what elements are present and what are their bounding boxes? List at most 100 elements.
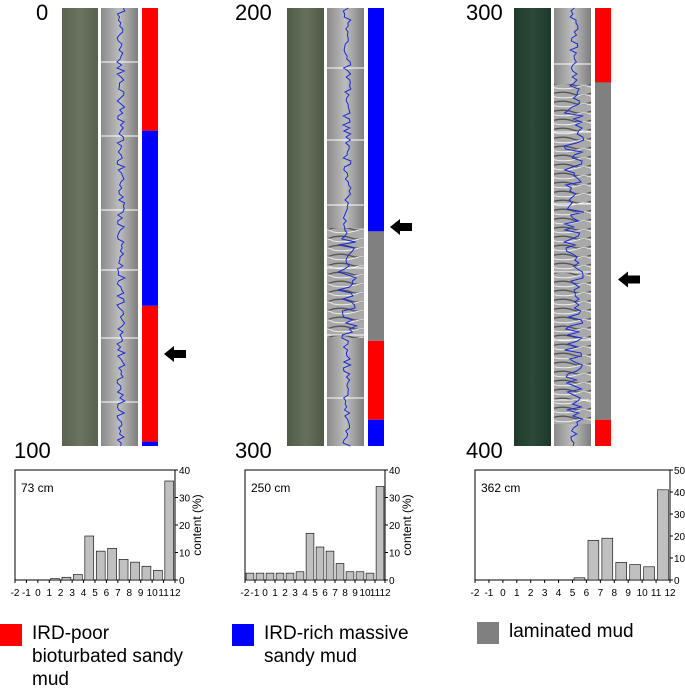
core-3-xray-segments <box>554 63 591 401</box>
y-tick-label: 30 <box>674 510 685 521</box>
x-tick-label: 9 <box>625 588 631 599</box>
bar-1 <box>50 578 60 581</box>
core-2-unit-ird-rich <box>368 419 384 446</box>
core-1 <box>62 7 186 447</box>
bar-9 <box>629 564 641 581</box>
y-axis-label: content (%) <box>400 494 414 555</box>
x-tick-label: -1 <box>484 588 493 599</box>
y-tick-label: 0 <box>179 576 185 587</box>
core-1-top-label: 0 <box>36 0 48 25</box>
bar-11 <box>375 486 385 581</box>
core-1-xray-segments <box>101 61 138 403</box>
core-2-unit-laminated <box>368 231 384 341</box>
core-3-lithology-column <box>595 8 611 446</box>
legend-laminated: laminated mud <box>477 620 679 644</box>
x-tick-label: 0 <box>500 588 506 599</box>
x-tick-label: 6 <box>584 588 590 599</box>
chart-title: 250 cm <box>251 481 290 495</box>
x-tick-label: 12 <box>664 588 676 599</box>
core-figure: 0 100 200 300 300 400 <box>11 0 685 599</box>
y-tick-label: 30 <box>389 494 401 505</box>
x-tick-label: 4 <box>302 588 308 599</box>
chart-title: 362 cm <box>481 481 520 495</box>
core-2-xray <box>327 8 364 446</box>
x-tick-label: 3 <box>542 588 548 599</box>
core-3-unit-laminated <box>595 82 611 420</box>
y-axis-label: content (%) <box>190 494 204 555</box>
x-tick-label: 1 <box>272 588 278 599</box>
x-tick-label: 3 <box>69 588 75 599</box>
core-3-grain-trace <box>562 7 585 447</box>
bar-0 <box>265 572 275 581</box>
y-tick-label: 10 <box>389 549 401 560</box>
x-tick-label: 10 <box>637 588 649 599</box>
bar-10 <box>365 572 375 581</box>
y-tick-label: 10 <box>179 549 191 560</box>
bar-1 <box>275 572 285 581</box>
bar-7 <box>601 537 614 581</box>
x-tick-label: 2 <box>58 588 64 599</box>
y-tick-label: 40 <box>389 466 401 477</box>
core-2 <box>287 7 412 447</box>
x-tick-label: 9 <box>138 588 144 599</box>
core-2-bottom-label: 300 <box>235 438 272 463</box>
core-1-bottom-label: 100 <box>14 438 51 463</box>
core-1-unit-ird-poor <box>142 8 158 131</box>
x-tick-label: 7 <box>332 588 338 599</box>
core-3-photo <box>514 8 551 446</box>
bar-7 <box>118 559 129 581</box>
bar-11 <box>164 480 175 581</box>
core-3 <box>514 7 640 447</box>
x-tick-label: 8 <box>127 588 133 599</box>
core-2-unit-ird-poor <box>368 340 384 420</box>
x-tick-label: 0 <box>35 588 41 599</box>
core-2-xray-segments <box>327 67 364 399</box>
x-tick-label: 5 <box>312 588 318 599</box>
legend-laminated-swatch <box>477 622 499 644</box>
bar-5 <box>315 546 325 581</box>
bar-8 <box>345 571 355 581</box>
x-tick-label: 10 <box>147 588 159 599</box>
bar-8 <box>130 561 140 581</box>
bar-7 <box>335 563 345 581</box>
x-tick-label: 11 <box>158 588 169 599</box>
bar-11 <box>657 489 669 581</box>
legend-ird-poor-label: IRD-poor bioturbated sandy mud <box>32 623 184 690</box>
x-tick-label: 11 <box>651 588 662 599</box>
bar-6 <box>325 550 335 581</box>
core-1-unit-ird-rich <box>142 130 158 306</box>
core-3-unit-ird-poor <box>595 419 611 446</box>
x-tick-label: 8 <box>612 588 618 599</box>
y-tick-label: 0 <box>674 576 680 587</box>
x-tick-label: -1 <box>22 588 31 599</box>
bar--2 <box>245 572 255 581</box>
bar-6 <box>107 548 117 581</box>
core-1-sample-arrow-icon <box>164 346 186 363</box>
x-tick-label: 5 <box>92 588 98 599</box>
x-tick-label: 4 <box>81 588 87 599</box>
x-tick-label: 6 <box>322 588 328 599</box>
core-3-sample-arrow-icon <box>618 271 640 288</box>
legend-ird-rich-swatch <box>232 624 254 646</box>
core-1-xray <box>101 8 138 446</box>
y-tick-label: 20 <box>179 521 191 532</box>
x-tick-label: 10 <box>359 588 371 599</box>
y-tick-label: 10 <box>674 554 685 565</box>
core-1-unit-ird-poor <box>142 305 158 442</box>
bar-5 <box>95 550 106 581</box>
x-tick-label: 6 <box>104 588 110 599</box>
core-3-unit-ird-poor <box>595 8 611 83</box>
x-tick-label: 0 <box>262 588 268 599</box>
x-tick-label: 4 <box>556 588 562 599</box>
core-3-bottom-label: 400 <box>466 438 503 463</box>
bar-2 <box>61 576 72 581</box>
x-tick-label: 1 <box>514 588 520 599</box>
y-tick-label: 30 <box>179 494 191 505</box>
core-2-unit-ird-rich <box>368 8 384 232</box>
legend-laminated-label: laminated mud <box>509 621 634 642</box>
x-tick-label: 2 <box>282 588 288 599</box>
x-tick-label: 7 <box>598 588 604 599</box>
x-tick-label: 12 <box>379 588 391 599</box>
bar-8 <box>615 562 627 581</box>
